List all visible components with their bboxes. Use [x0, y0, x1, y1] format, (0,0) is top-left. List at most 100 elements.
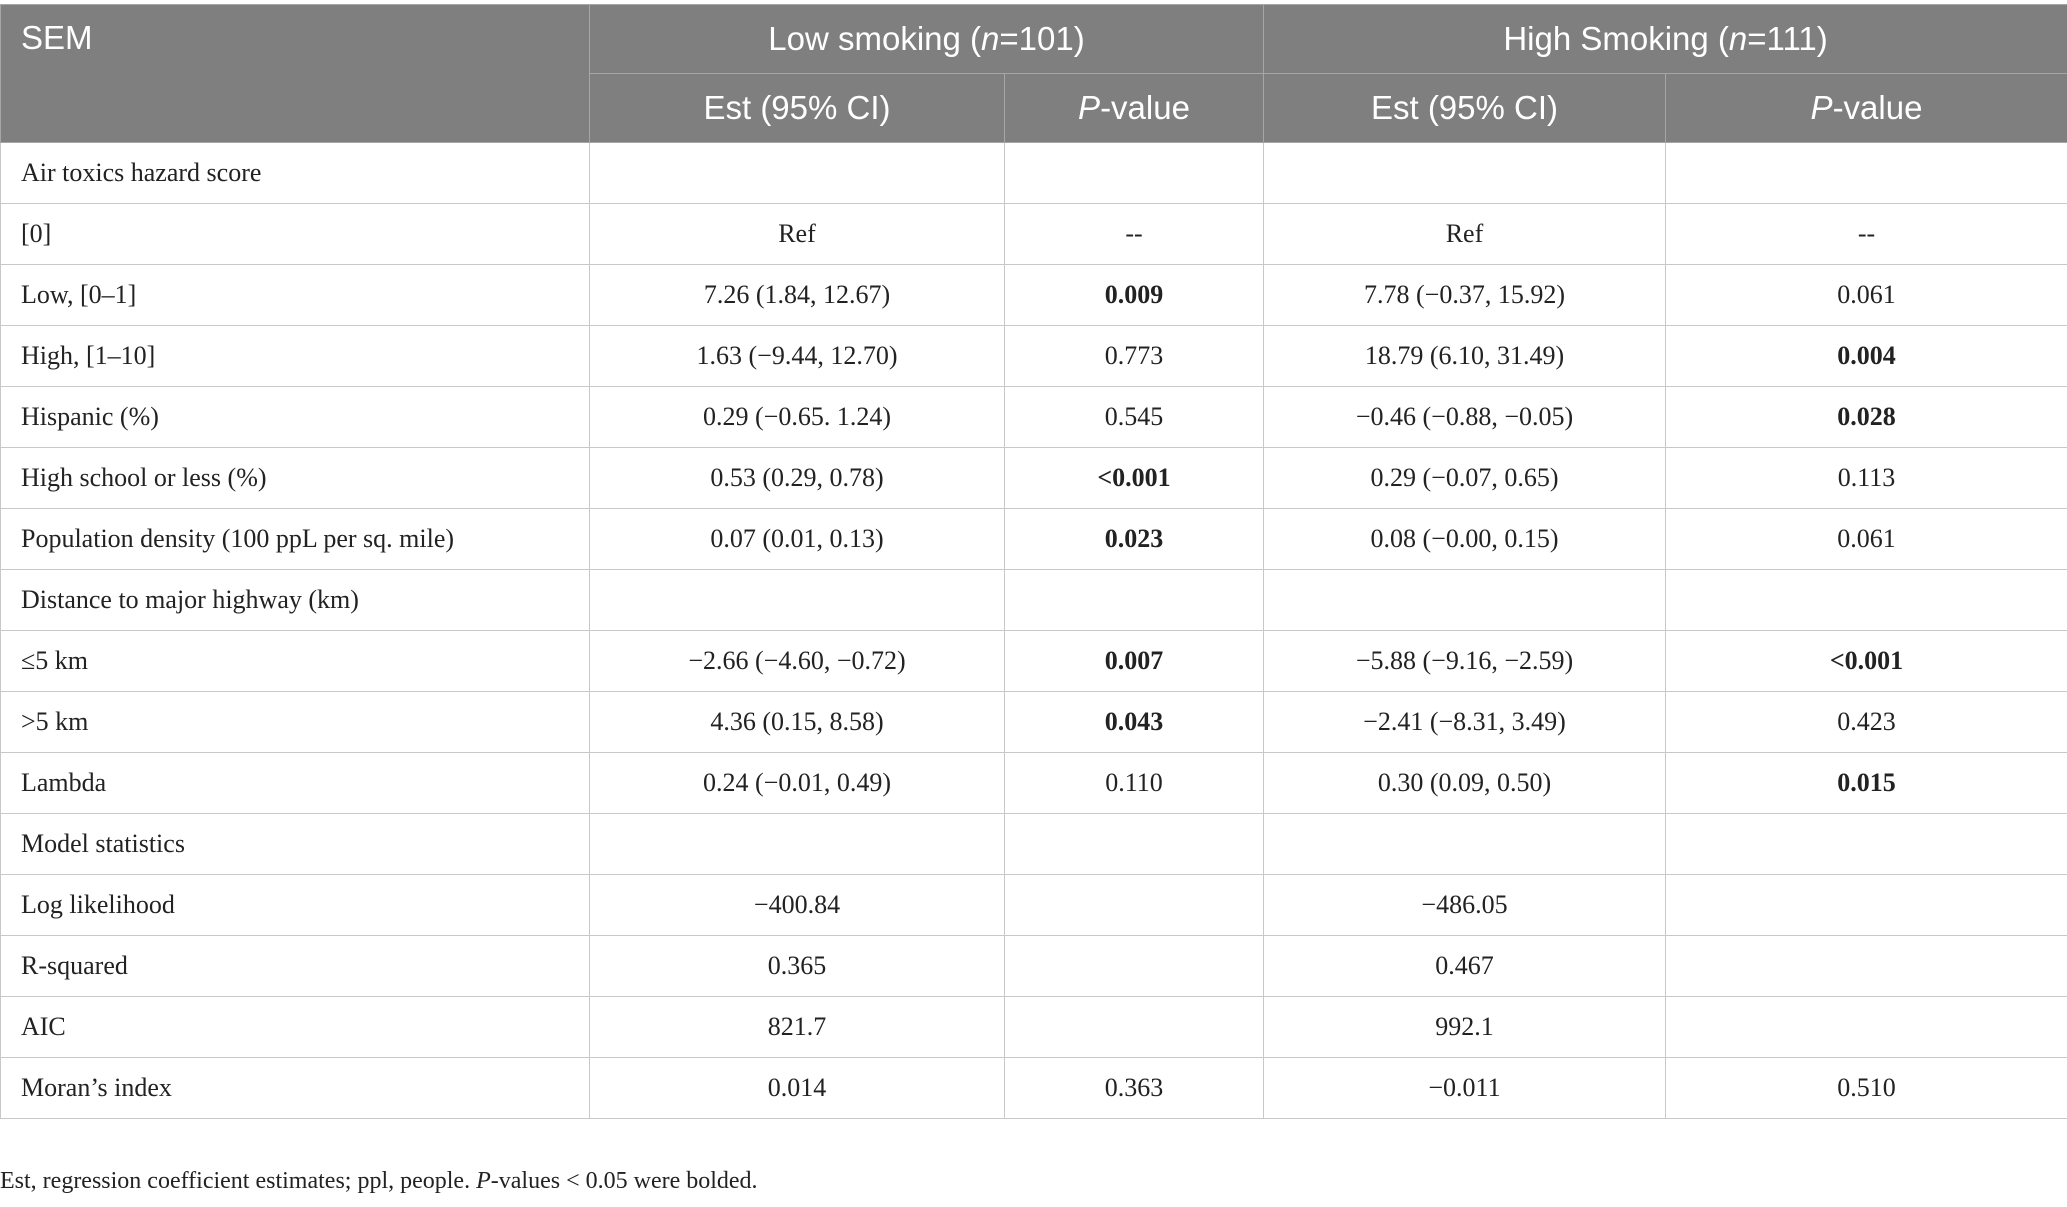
row-label: AIC — [0, 996, 590, 1058]
table-cell — [589, 569, 1005, 631]
table-cell — [1004, 935, 1264, 997]
row-label: ≤5 km — [0, 630, 590, 692]
table-cell: 0.510 — [1665, 1057, 2067, 1119]
table-row: Population density (100 ppL per sq. mile… — [0, 508, 2067, 570]
table-cell — [1665, 935, 2067, 997]
row-label: Log likelihood — [0, 874, 590, 936]
table-cell: 7.26 (1.84, 12.67) — [589, 264, 1005, 326]
text-part: =111) — [1747, 20, 1828, 57]
row-label: [0] — [0, 203, 590, 265]
table-cell: 0.29 (−0.65. 1.24) — [589, 386, 1005, 448]
table-row: Lambda 0.24 (−0.01, 0.49) 0.110 0.30 (0.09,… — [0, 752, 2067, 814]
table-cell: 0.08 (−0.00, 0.15) — [1263, 508, 1666, 570]
table-cell: −5.88 (−9.16, −2.59) — [1263, 630, 1666, 692]
row-label: Distance to major highway (km) — [0, 569, 590, 631]
row-label: Population density (100 ppL per sq. mile… — [0, 508, 590, 570]
table-row: Distance to major highway (km) — [0, 569, 2067, 631]
text-part: -values < 0.05 were bolded. — [490, 1168, 758, 1194]
table-cell: 0.423 — [1665, 691, 2067, 753]
table-cell: 0.29 (−0.07, 0.65) — [1263, 447, 1666, 509]
table-row: High, [1–10] 1.63 (−9.44, 12.70) 0.773 18.7… — [0, 325, 2067, 387]
table-row: Low, [0–1] 7.26 (1.84, 12.67) 0.009 7.78 (−… — [0, 264, 2067, 326]
table-cell — [1665, 996, 2067, 1058]
table-cell: 0.009 — [1004, 264, 1264, 326]
table-cell: 0.028 — [1665, 386, 2067, 448]
text-part: P — [476, 1168, 491, 1194]
text-part: P — [1078, 89, 1101, 126]
text-part: n — [981, 20, 1000, 57]
table-cell: −2.41 (−8.31, 3.49) — [1263, 691, 1666, 753]
subheader: P-value — [1665, 73, 2067, 143]
table-cell — [1665, 569, 2067, 631]
table-cell: 0.023 — [1004, 508, 1264, 570]
table-row: >5 km 4.36 (0.15, 8.58) 0.043 −2.41 (−8.31,… — [0, 691, 2067, 753]
table-cell — [1263, 569, 1666, 631]
table-cell — [1263, 813, 1666, 875]
text-part: High Smoking ( — [1503, 20, 1729, 57]
footnote: Est, regression coefficient estimates; p… — [0, 1168, 758, 1195]
subheader-row: Est (95% CI) P-value Est (95% CI) P-value — [1, 73, 2067, 143]
table-cell: 0.113 — [1665, 447, 2067, 509]
table-cell: −0.46 (−0.88, −0.05) — [1263, 386, 1666, 448]
table-cell — [1004, 813, 1264, 875]
row-label: Moran’s index — [0, 1057, 590, 1119]
table-row: Log likelihood −400.84 −486.05 — [0, 874, 2067, 936]
group-header: High Smoking (n=111) — [1263, 4, 2067, 74]
table-cell: -- — [1665, 203, 2067, 265]
text-part: Est, regression coefficient estimates; p… — [0, 1168, 477, 1194]
table-cell: 0.365 — [589, 935, 1005, 997]
corner-header: SEM — [0, 4, 590, 143]
results-table: SEM Low smoking (n=101) High Smoking (n=1… — [0, 4, 2067, 1119]
table-cell: 0.015 — [1665, 752, 2067, 814]
table-cell — [1665, 142, 2067, 204]
row-label: Air toxics hazard score — [0, 142, 590, 204]
table-body: Air toxics hazard score [0] Ref -- Ref -- Low,… — [0, 142, 2067, 1119]
table-row: Hispanic (%) 0.29 (−0.65. 1.24) 0.545 −0.46… — [0, 386, 2067, 448]
table-cell: −400.84 — [589, 874, 1005, 936]
text-part: -value — [1100, 89, 1190, 126]
table-cell: 0.24 (−0.01, 0.49) — [589, 752, 1005, 814]
row-label: >5 km — [0, 691, 590, 753]
text-part: =101) — [999, 20, 1085, 57]
row-label: High school or less (%) — [0, 447, 590, 509]
table-cell: −486.05 — [1263, 874, 1666, 936]
row-label: Lambda — [0, 752, 590, 814]
table-cell — [1004, 569, 1264, 631]
table-row: R-squared 0.365 0.467 — [0, 935, 2067, 997]
table-cell: 0.061 — [1665, 508, 2067, 570]
table-row: Moran’s index 0.014 0.363 −0.011 0.510 — [0, 1057, 2067, 1119]
table-cell: Ref — [1263, 203, 1666, 265]
table-cell: 0.467 — [1263, 935, 1666, 997]
table-cell — [1004, 996, 1264, 1058]
table-cell: -- — [1004, 203, 1264, 265]
table-cell: −2.66 (−4.60, −0.72) — [589, 630, 1005, 692]
table-cell: <0.001 — [1004, 447, 1264, 509]
table-cell: 0.53 (0.29, 0.78) — [589, 447, 1005, 509]
table-cell: 0.014 — [589, 1057, 1005, 1119]
table-row: High school or less (%) 0.53 (0.29, 0.78)… — [0, 447, 2067, 509]
table-cell: 1.63 (−9.44, 12.70) — [589, 325, 1005, 387]
table-row: ≤5 km −2.66 (−4.60, −0.72) 0.007 −5.88 (−9.… — [0, 630, 2067, 692]
row-label: Model statistics — [0, 813, 590, 875]
text-part: Est (95% CI) — [703, 89, 891, 126]
table-cell — [1665, 813, 2067, 875]
group-header: Low smoking (n=101) — [589, 4, 1264, 74]
table-cell: 992.1 — [1263, 996, 1666, 1058]
table-cell: 0.061 — [1665, 264, 2067, 326]
subheader: Est (95% CI) — [589, 73, 1005, 143]
table-cell: −0.011 — [1263, 1057, 1666, 1119]
row-label: Hispanic (%) — [0, 386, 590, 448]
table-row: Model statistics — [0, 813, 2067, 875]
row-label: High, [1–10] — [0, 325, 590, 387]
header-row: SEM Low smoking (n=101) High Smoking (n=1… — [0, 4, 2067, 143]
table-cell — [1004, 142, 1264, 204]
text-part: P — [1810, 89, 1833, 126]
table-cell: 0.007 — [1004, 630, 1264, 692]
row-label: R-squared — [0, 935, 590, 997]
table-cell: <0.001 — [1665, 630, 2067, 692]
table-cell — [1004, 874, 1264, 936]
text-part: -value — [1832, 89, 1923, 126]
table-cell: 0.545 — [1004, 386, 1264, 448]
table-cell — [589, 813, 1005, 875]
